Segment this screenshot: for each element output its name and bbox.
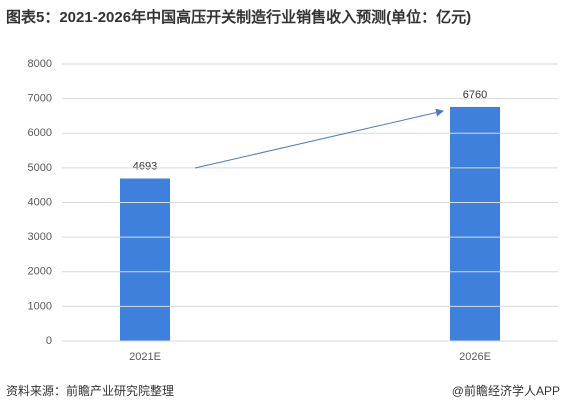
data-label: 4693 (133, 160, 157, 172)
chart-title: 图表5：2021-2026年中国高压开关制造行业销售收入预测(单位：亿元) (6, 8, 471, 26)
x-tick-label: 2021E (129, 351, 161, 363)
y-tick-label: 8000 (28, 58, 52, 70)
y-tick-label: 4000 (28, 196, 52, 208)
y-tick-label: 3000 (28, 231, 52, 243)
credit: @前瞻经济学人APP (452, 383, 560, 398)
y-tick-label: 6000 (28, 127, 52, 139)
source-note: 资料来源：前瞻产业研究院整理 (6, 383, 174, 398)
trend-arrow (194, 108, 444, 169)
x-tick-label: 2026E (459, 351, 491, 363)
y-tick-label: 5000 (28, 162, 52, 174)
y-tick-label: 1000 (28, 300, 52, 312)
y-tick-label: 0 (46, 335, 52, 347)
y-tick-label: 2000 (28, 266, 52, 278)
bar (450, 106, 500, 341)
data-label: 6760 (463, 89, 487, 101)
y-tick-label: 7000 (28, 93, 52, 105)
bar (120, 178, 170, 341)
